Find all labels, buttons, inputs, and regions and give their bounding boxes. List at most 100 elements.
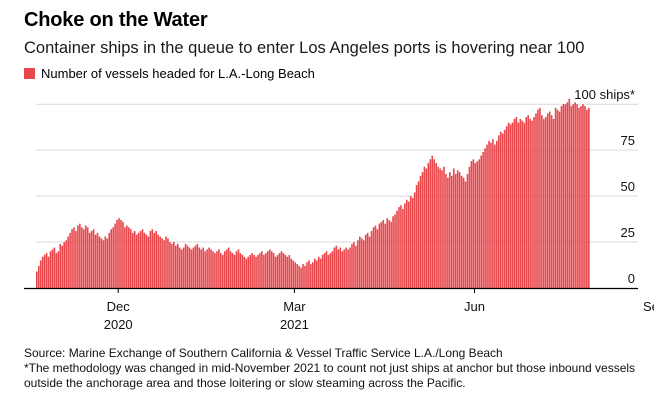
bar [572,104,574,288]
bar [268,249,271,288]
bar [59,243,62,288]
bar [511,122,514,288]
y-tick-label: 100 ships* [574,87,635,102]
bar [490,142,492,288]
bar [176,243,179,288]
bar [247,256,250,288]
bar [139,231,142,288]
y-tick-label: 50 [621,179,635,194]
bar [525,117,528,288]
bar [45,253,48,288]
bar [53,247,56,288]
bar [106,238,109,288]
bar [503,129,506,288]
bar [437,166,439,288]
bar [376,229,379,288]
x-tick-sublabel: 2021 [280,317,309,332]
x-tick-label: Mar [283,299,306,314]
bar [509,124,512,288]
bar [174,245,177,288]
bar [243,256,246,288]
bar [550,115,553,288]
bar [402,208,404,288]
bar [65,240,67,288]
bar [79,223,81,288]
bar [278,253,281,288]
bar [100,238,103,288]
x-tick-label: Sep [643,299,654,314]
bar [151,229,154,288]
bar [96,232,99,288]
bar [294,262,297,288]
bar [584,106,586,288]
bar [362,240,365,288]
bar [267,251,269,288]
bar [157,234,159,288]
bar [55,253,58,288]
bar [407,201,410,288]
bar [357,240,359,288]
bar [380,221,383,288]
bar [235,251,238,288]
bar [533,117,535,288]
bar [505,126,508,288]
bar [554,107,557,289]
bar [449,172,451,288]
bar [578,107,580,289]
bar [204,251,206,288]
bar [218,249,220,288]
chart-footer: Source: Marine Exchange of Southern Cali… [24,346,639,391]
bar [310,264,312,288]
bar [227,247,230,288]
bar [98,236,101,288]
bar [129,229,132,288]
bar [317,256,320,288]
bar [519,118,522,289]
bar [388,219,390,288]
bar [409,196,412,288]
bar [433,159,435,288]
bar [223,251,226,288]
bar [126,225,128,288]
bar [586,109,588,288]
bar [347,249,349,288]
bar [521,120,524,288]
bar [345,247,347,288]
bar [546,113,549,288]
bar [435,163,437,288]
bar [349,247,351,288]
bar [167,238,169,288]
bar [398,207,400,288]
bar [364,234,367,288]
bar [47,256,50,288]
bar [73,227,75,288]
bar [355,245,357,288]
bar [104,236,107,288]
bar [57,251,60,288]
bar [323,253,326,288]
bar [543,118,545,289]
bar [280,251,283,288]
bar [560,106,563,288]
bar [588,107,590,289]
bar [171,243,173,288]
bar [259,253,261,288]
y-tick-label: 0 [628,271,635,286]
bar [372,227,375,288]
bar [470,161,473,288]
bar [263,254,265,288]
bar [67,236,69,288]
bar [501,133,504,288]
bar [108,232,111,288]
legend-label: Number of vessels headed for L.A.-Long B… [41,66,315,81]
bar [145,234,148,288]
bar [394,214,396,288]
bar [335,245,338,288]
bar [118,218,120,288]
bar [537,109,539,288]
bar [392,216,394,288]
bar [496,140,498,288]
bar [353,242,355,288]
bar [482,151,484,288]
bar [290,258,293,288]
